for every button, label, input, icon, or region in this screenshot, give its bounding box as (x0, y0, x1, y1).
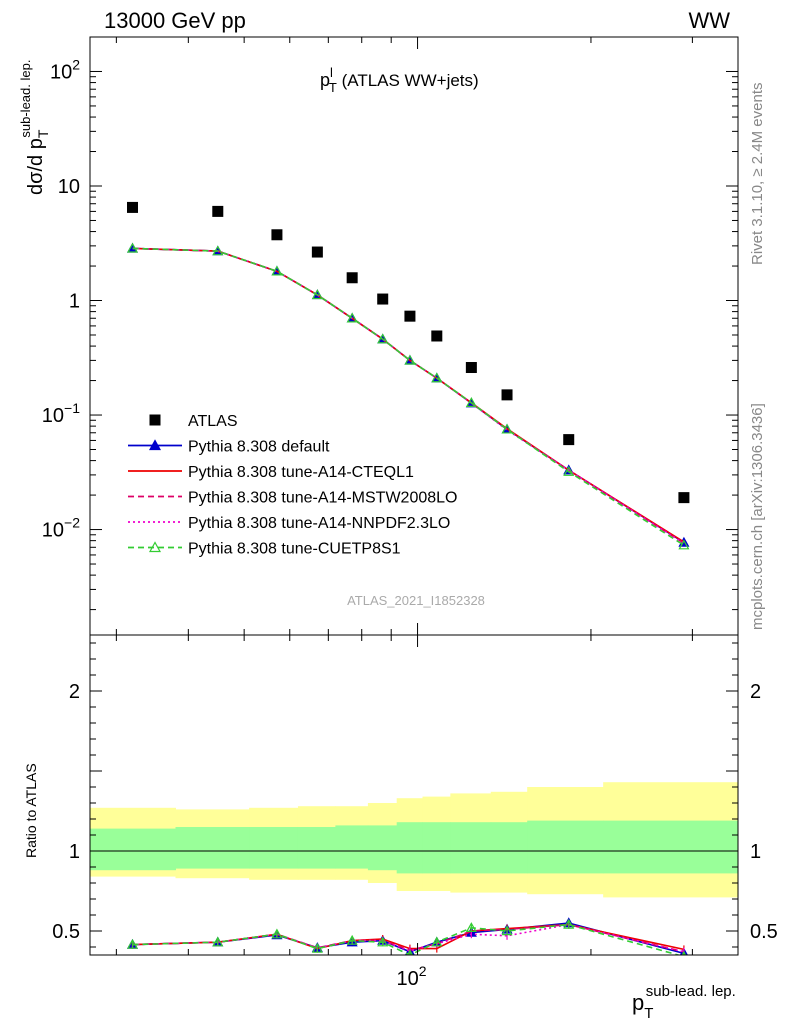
green-band-bin (249, 827, 299, 869)
green-band-bin (422, 822, 451, 874)
y-tick-label: 10−2 (42, 515, 80, 542)
atlas-data-point (563, 434, 575, 446)
green-band-bin (396, 822, 424, 874)
analysis-watermark: ATLAS_2021_I1852328 (347, 593, 485, 608)
ratio-marker-4 (377, 936, 389, 947)
ratio-tick-label-right: 1 (750, 841, 761, 863)
atlas-data-point (465, 362, 477, 374)
ratio-marker-4 (271, 928, 283, 939)
mc-marker-5 (563, 465, 575, 476)
mc-marker-5 (404, 354, 416, 365)
atlas-data-point (377, 293, 389, 305)
ratio-line-4 (132, 923, 682, 955)
atlas-data-point (501, 389, 513, 401)
mcplots-text: mcplots.cern.ch [arXiv:1306.3436] (749, 403, 766, 630)
mc-marker-5 (678, 539, 690, 550)
ratio-uncertainty-bands (90, 782, 738, 898)
legend: ATLAS Pythia 8.308 default Pythia 8.308 tu… (128, 413, 457, 558)
legend-label: ATLAS (188, 413, 238, 430)
ratio-marker-4 (563, 918, 575, 929)
x-tick-label: 102 (397, 963, 427, 990)
ratio-marker-4 (501, 925, 513, 936)
header-left: 13000 GeV pp (104, 8, 246, 33)
atlas-data-point (311, 246, 323, 258)
atlas-data-point (212, 205, 224, 217)
tick-labels: 102 10 1 10−1 10−2 2 2 1 1 0.5 0.5 102 (42, 56, 778, 990)
y-axis-label-ratio: Ratio to ATLAS (23, 763, 39, 858)
atlas-data-point (346, 272, 358, 284)
mc-marker-5 (465, 397, 477, 407)
header-right: WW (688, 8, 730, 33)
ratio-panel-series (126, 917, 688, 955)
green-band-bin (527, 820, 604, 874)
atlas-data-point (431, 330, 443, 342)
axis-ticks (90, 36, 738, 955)
ratio-tick-label: 1 (69, 841, 80, 863)
plot-title: pl T (ATLAS WW+jets) (320, 65, 479, 95)
green-band-bin (175, 827, 250, 869)
atlas-data-point (271, 229, 283, 241)
main-panel-series (126, 201, 690, 550)
x-axis-label: pTsub-lead. lep. (632, 983, 736, 1022)
ratio-panel-frame (89, 634, 739, 956)
green-band-bin (450, 822, 492, 874)
ratio-marker-4 (212, 936, 224, 947)
y-axis-label-main: dσ/d pTsub-lead. lep. (18, 60, 51, 195)
legend-marker (148, 439, 162, 451)
ratio-tick-label: 0.5 (52, 921, 80, 943)
mc-marker-5 (431, 372, 443, 383)
mc-marker-5 (501, 423, 513, 434)
legend-label: Pythia 8.308 tune-A14-CTEQL1 (188, 464, 414, 481)
green-band-bin (335, 825, 369, 869)
rivet-version-text: Rivet 3.1.10, ≥ 2.4M events (749, 83, 766, 266)
ratio-tick-label: 2 (69, 681, 80, 703)
mc-line-5 (132, 247, 685, 546)
mc-marker-5 (377, 333, 389, 344)
atlas-data-point (127, 201, 139, 213)
mc-marker-5 (311, 289, 323, 300)
legend-label: Pythia 8.308 default (188, 439, 330, 456)
green-band-bin (367, 825, 398, 871)
ratio-marker-4 (346, 934, 358, 945)
ratio-tick-label-right: 0.5 (750, 921, 778, 943)
ratio-marker-4 (431, 936, 443, 947)
legend-label: Pythia 8.308 tune-A14-MSTW2008LO (188, 490, 457, 507)
legend-label: Pythia 8.308 tune-A14-NNPDF2.3LO (188, 515, 450, 532)
legend-label: Pythia 8.308 tune-CUETP8S1 (188, 541, 401, 558)
legend-marker-atlas (149, 414, 161, 426)
y-tick-label: 102 (50, 56, 80, 83)
ratio-marker-4 (465, 922, 477, 933)
legend-marker (148, 541, 162, 553)
ratio-marker-4 (126, 938, 139, 949)
atlas-data-point (404, 310, 416, 322)
ratio-tick-label-right: 2 (750, 681, 761, 703)
green-band-bin (490, 822, 528, 874)
y-tick-label: 10−1 (42, 400, 80, 427)
mc-marker-5 (126, 242, 139, 253)
mc-marker-5 (346, 312, 358, 323)
y-tick-label: 10 (58, 176, 80, 198)
green-band-bin (603, 820, 738, 874)
y-tick-label: 1 (69, 291, 80, 313)
ratio-marker-4 (311, 942, 323, 953)
green-band-bin (297, 827, 336, 869)
mc-marker-5 (271, 265, 283, 276)
mc-marker-5 (212, 245, 224, 256)
atlas-data-point (678, 492, 690, 504)
green-band-bin (90, 828, 176, 871)
